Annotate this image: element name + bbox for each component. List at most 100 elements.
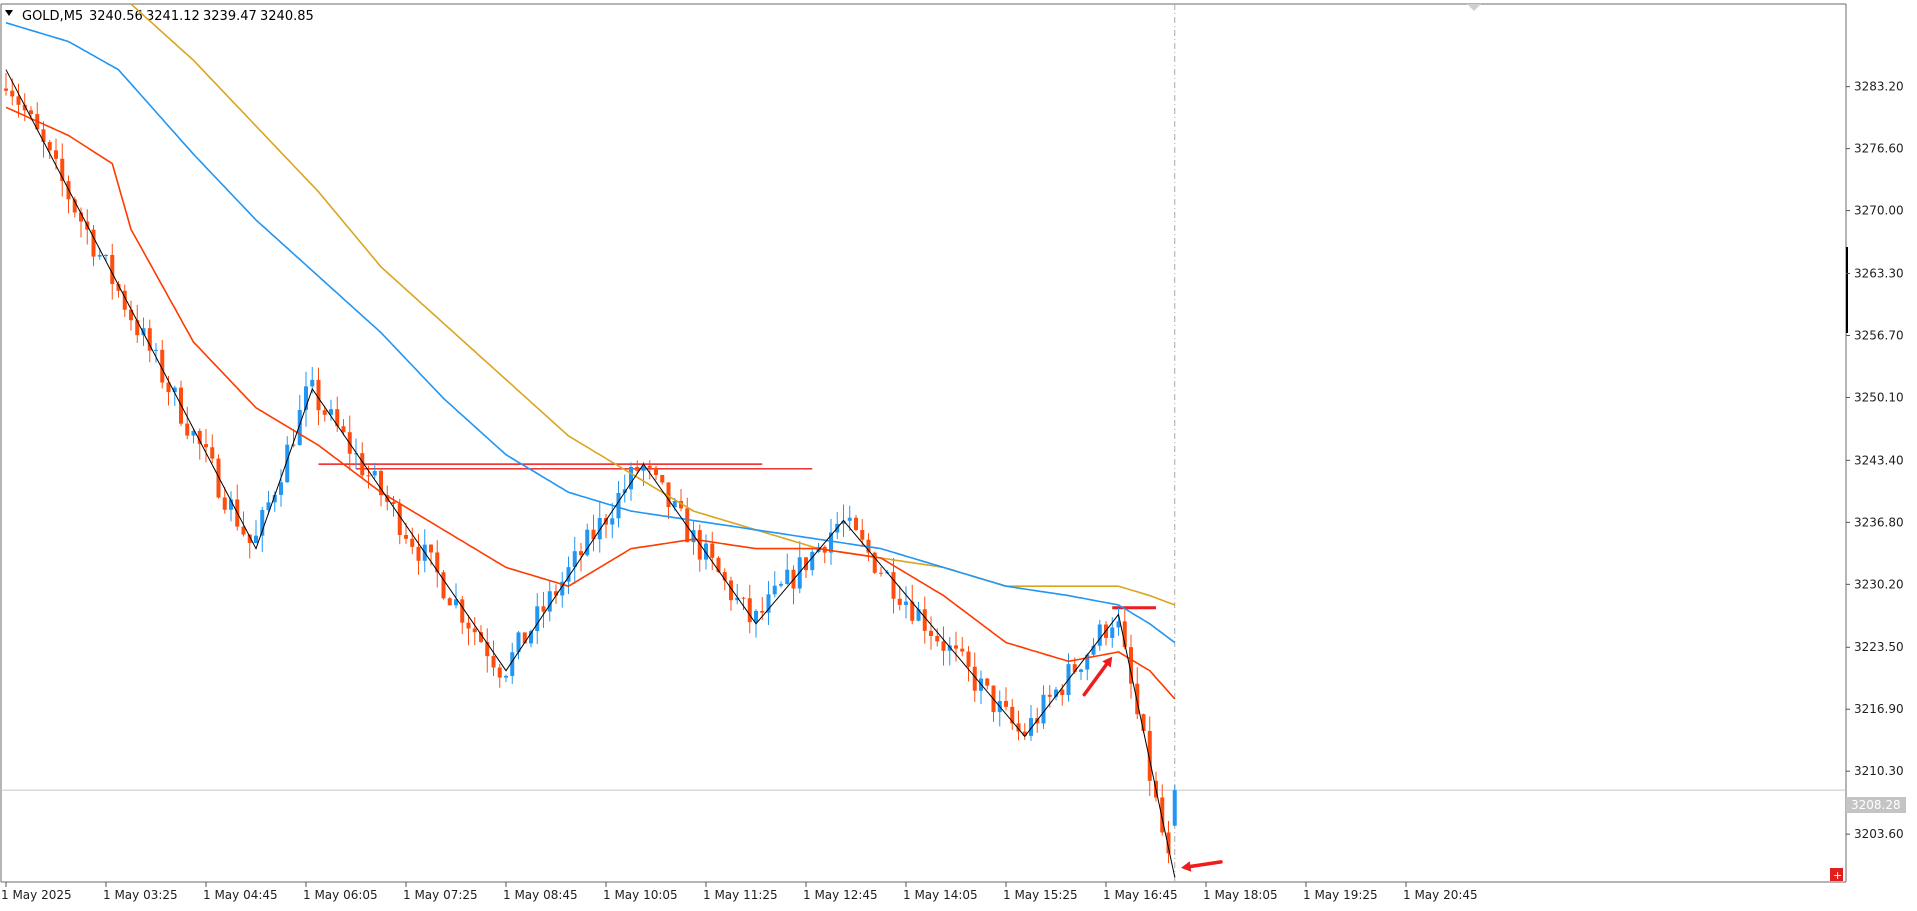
level-lines[interactable] xyxy=(318,463,1157,610)
candle-body xyxy=(491,656,496,668)
candle-body xyxy=(160,349,165,383)
candle-body xyxy=(441,572,446,599)
candle xyxy=(441,569,446,600)
candle xyxy=(710,531,715,571)
candle-body xyxy=(535,606,540,632)
candle-body xyxy=(854,517,858,530)
candle xyxy=(935,628,940,647)
candle-body xyxy=(285,444,290,483)
arrow-head xyxy=(1102,656,1113,668)
chart-shift-marker[interactable] xyxy=(1467,4,1481,11)
candle-body xyxy=(254,535,258,543)
candle xyxy=(497,663,502,688)
candle xyxy=(616,480,621,528)
candle-body xyxy=(4,88,8,91)
candle-body xyxy=(1054,689,1058,697)
candle-body xyxy=(291,444,296,446)
candle xyxy=(922,596,927,644)
x-tick-label: 1 May 14:05 xyxy=(903,888,978,902)
candle-body xyxy=(1141,714,1146,731)
candle xyxy=(879,566,883,577)
candle-body xyxy=(404,535,408,539)
candle xyxy=(847,505,852,531)
candle-body xyxy=(497,667,502,678)
candle-body xyxy=(391,501,396,504)
candle-body xyxy=(60,158,65,182)
candle xyxy=(610,502,615,539)
plus-icon: + xyxy=(1833,869,1842,882)
candle xyxy=(472,617,477,646)
candle-body xyxy=(929,630,933,636)
candle-body xyxy=(297,409,302,446)
candle xyxy=(641,461,646,486)
candle xyxy=(466,614,471,646)
candle-body xyxy=(147,328,152,351)
candle-body xyxy=(566,567,571,582)
arrow-left-icon[interactable] xyxy=(1181,860,1223,872)
y-tick-label: 3250.10 xyxy=(1854,390,1904,404)
candle xyxy=(191,428,196,444)
candle-body xyxy=(1085,654,1090,670)
candle-body xyxy=(772,585,777,595)
candle xyxy=(516,631,521,660)
x-tick-label: 1 May 15:25 xyxy=(1003,888,1078,902)
add-button[interactable] xyxy=(1830,868,1843,881)
candle xyxy=(10,78,15,106)
x-tick-label: 1 May 08:45 xyxy=(503,888,578,902)
candle xyxy=(454,583,458,609)
candle xyxy=(810,549,815,576)
x-tick-label: 1 May 11:25 xyxy=(703,888,778,902)
candle-body xyxy=(466,622,471,629)
candle-body xyxy=(954,645,958,649)
candle-body xyxy=(1122,621,1127,648)
low-value: 3239.47 xyxy=(203,9,257,24)
candle-body xyxy=(454,599,458,606)
candle-body xyxy=(166,382,171,393)
candle xyxy=(1041,685,1046,729)
candle xyxy=(104,254,108,262)
candle xyxy=(379,468,383,507)
candle xyxy=(566,556,571,594)
candle xyxy=(329,399,333,421)
arrow-up-right-icon[interactable] xyxy=(1082,656,1113,697)
candle-body xyxy=(1110,627,1115,638)
candle-body xyxy=(522,632,527,644)
candle-body xyxy=(779,583,783,586)
price-axis[interactable]: 3283.20 3276.60 3270.00 3263.30 3256.70 3250.… xyxy=(1846,80,1904,841)
candle-body xyxy=(397,503,402,536)
candle-body xyxy=(1022,731,1027,736)
candle xyxy=(291,429,296,448)
annotations[interactable] xyxy=(1082,656,1223,872)
menu-triangle-icon[interactable] xyxy=(5,10,13,16)
candle-body xyxy=(72,199,77,213)
candle-body xyxy=(647,465,652,468)
y-tick-label: 3216.90 xyxy=(1854,702,1904,716)
candle-body xyxy=(635,466,640,471)
candle xyxy=(41,121,46,158)
y-tick-label: 3263.30 xyxy=(1854,267,1904,281)
candle xyxy=(591,514,596,552)
candle-body xyxy=(472,628,477,633)
candle-body xyxy=(947,645,952,651)
candle-body xyxy=(22,104,27,111)
candle xyxy=(172,385,177,406)
open-value: 3240.56 xyxy=(89,9,143,24)
candle-body xyxy=(641,465,646,471)
candle xyxy=(210,434,215,464)
candle-body xyxy=(785,569,790,584)
candle-body xyxy=(54,150,58,159)
grid-layer xyxy=(1,4,1846,882)
time-axis[interactable]: 1 May 2025 1 May 03:25 1 May 04:45 1 May 06… xyxy=(1,882,1478,902)
candle-body xyxy=(529,631,533,644)
candle-body xyxy=(610,518,615,525)
candle xyxy=(47,139,52,159)
candle-body xyxy=(547,591,552,612)
candle xyxy=(916,602,921,622)
candle xyxy=(229,491,233,522)
y-tick-label: 3243.40 xyxy=(1854,453,1904,467)
candle-body xyxy=(1172,790,1177,826)
candle-body xyxy=(897,598,902,605)
candle xyxy=(279,469,283,507)
